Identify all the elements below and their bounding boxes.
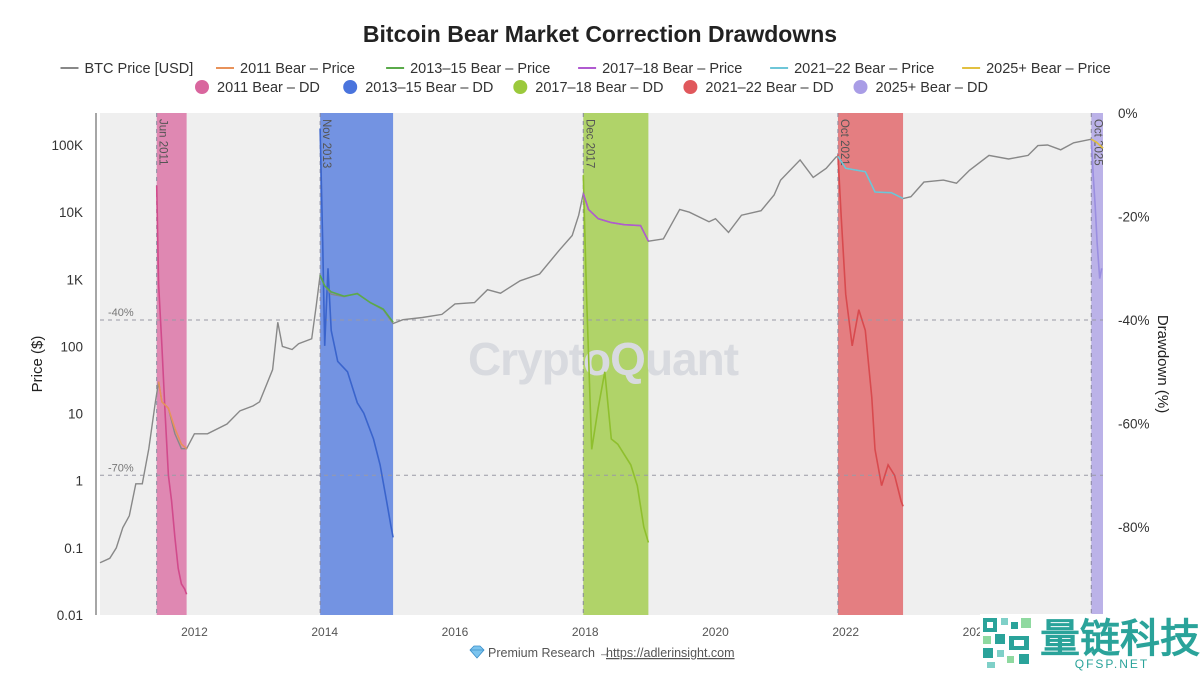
legend-label: 2025+ Bear – Price bbox=[986, 61, 1111, 77]
bear-price-line bbox=[582, 193, 650, 242]
right-axis-ticks: 0% -20% -40% -60% -80% bbox=[1118, 106, 1150, 535]
legend-swatch-dot bbox=[195, 80, 209, 94]
legend-label: 2021–22 Bear – DD bbox=[705, 80, 833, 96]
legend-label: 2013–15 Bear – Price bbox=[410, 61, 550, 77]
footer-link[interactable]: https://adlerinsight.com bbox=[606, 646, 735, 660]
x-tick-label: 2022 bbox=[832, 625, 859, 639]
bear-band bbox=[1091, 113, 1103, 615]
bear-bands bbox=[156, 113, 1103, 615]
left-tick-label: 0.1 bbox=[64, 541, 83, 556]
left-tick-label: 0.01 bbox=[57, 608, 83, 623]
footer: Premium Research → https://adlerinsight.… bbox=[469, 645, 735, 660]
left-tick-label: 1 bbox=[75, 474, 83, 489]
legend-swatch-dot bbox=[853, 80, 868, 94]
x-tick-label: 2014 bbox=[311, 625, 338, 639]
left-tick-label: 10 bbox=[68, 407, 83, 422]
gem-icon bbox=[469, 645, 485, 659]
bear-price-line bbox=[157, 381, 188, 450]
drawdown-line bbox=[837, 154, 904, 507]
left-tick-label: 100 bbox=[60, 339, 83, 354]
period-marker-label: Nov 2013 bbox=[320, 119, 332, 168]
drawdown-lines bbox=[155, 128, 1103, 595]
drawdown-line bbox=[319, 128, 394, 538]
legend-swatch-dot bbox=[683, 80, 698, 94]
reference-line-label: -70% bbox=[108, 462, 134, 474]
bear-band bbox=[583, 113, 649, 615]
left-axis-title: Price ($) bbox=[29, 336, 46, 393]
legend-swatch-dot bbox=[513, 80, 528, 94]
right-axis-title: Drawdown (%) bbox=[1154, 315, 1171, 413]
period-marker-label: Oct 2021 bbox=[838, 119, 850, 166]
bear-price-lines bbox=[157, 138, 1104, 450]
x-axis-ticks: 2012 2014 2016 2018 2020 2022 2024 bbox=[181, 625, 990, 639]
period-marker-label: Jun 2011 bbox=[157, 119, 169, 165]
right-tick-label: -20% bbox=[1118, 210, 1150, 225]
logo-subtext: QFSP.NET bbox=[1075, 657, 1149, 671]
legend-label: BTC Price [USD] bbox=[85, 61, 194, 77]
right-tick-label: -60% bbox=[1118, 417, 1150, 432]
bear-band bbox=[320, 113, 394, 615]
legend-label: 2013–15 Bear – DD bbox=[365, 80, 493, 96]
left-tick-label: 1K bbox=[66, 272, 83, 287]
bear-price-line bbox=[1090, 138, 1104, 149]
chart-title: Bitcoin Bear Market Correction Drawdowns bbox=[363, 21, 837, 47]
footer-label: Premium Research → bbox=[488, 646, 611, 660]
legend-label: 2017–18 Bear – DD bbox=[535, 80, 663, 96]
legend-label: 2025+ Bear – DD bbox=[876, 80, 988, 96]
right-tick-label: -40% bbox=[1118, 313, 1150, 328]
brand-logo: 量链科技 QFSP.NET bbox=[980, 614, 1200, 675]
drawdown-line bbox=[582, 175, 650, 543]
bear-band bbox=[837, 113, 904, 615]
drawdown-line bbox=[1090, 138, 1103, 279]
period-markers: Jun 2011 Nov 2013 Dec 2017 Oct 2021 Oct 2025 bbox=[156, 113, 1103, 615]
x-tick-label: 2020 bbox=[702, 625, 729, 639]
x-tick-label: 2016 bbox=[442, 625, 469, 639]
bear-price-line bbox=[837, 155, 904, 200]
legend-swatch-dot bbox=[343, 80, 358, 94]
legend: BTC Price [USD] 2011 Bear – Price 2013–15 … bbox=[60, 61, 1111, 96]
qr-logo-icon bbox=[983, 618, 1031, 668]
legend-label: 2011 Bear – Price bbox=[240, 61, 355, 77]
reference-line-label: -40% bbox=[108, 307, 134, 319]
btc-price-line bbox=[99, 138, 1104, 564]
bear-price-line bbox=[319, 274, 394, 323]
right-tick-label: -80% bbox=[1118, 520, 1150, 535]
period-marker-label: Dec 2017 bbox=[583, 119, 595, 168]
legend-label: 2021–22 Bear – Price bbox=[794, 61, 934, 77]
x-tick-label: 2018 bbox=[572, 625, 599, 639]
left-axis-ticks: 0.01 0.1 1 10 100 1K 10K 100K bbox=[51, 138, 83, 623]
logo-text: 量链科技 bbox=[1040, 617, 1200, 661]
btc-price-line-group bbox=[99, 138, 1104, 564]
right-tick-label: 0% bbox=[1118, 106, 1138, 121]
x-tick-label: 2012 bbox=[181, 625, 208, 639]
left-tick-label: 100K bbox=[51, 138, 83, 153]
legend-label: 2017–18 Bear – Price bbox=[602, 61, 742, 77]
legend-label: 2011 Bear – DD bbox=[217, 80, 320, 96]
reference-lines: -40% -70% bbox=[100, 307, 1103, 476]
drawdown-line bbox=[155, 185, 188, 595]
left-tick-label: 10K bbox=[59, 205, 83, 220]
bear-band bbox=[156, 113, 187, 615]
